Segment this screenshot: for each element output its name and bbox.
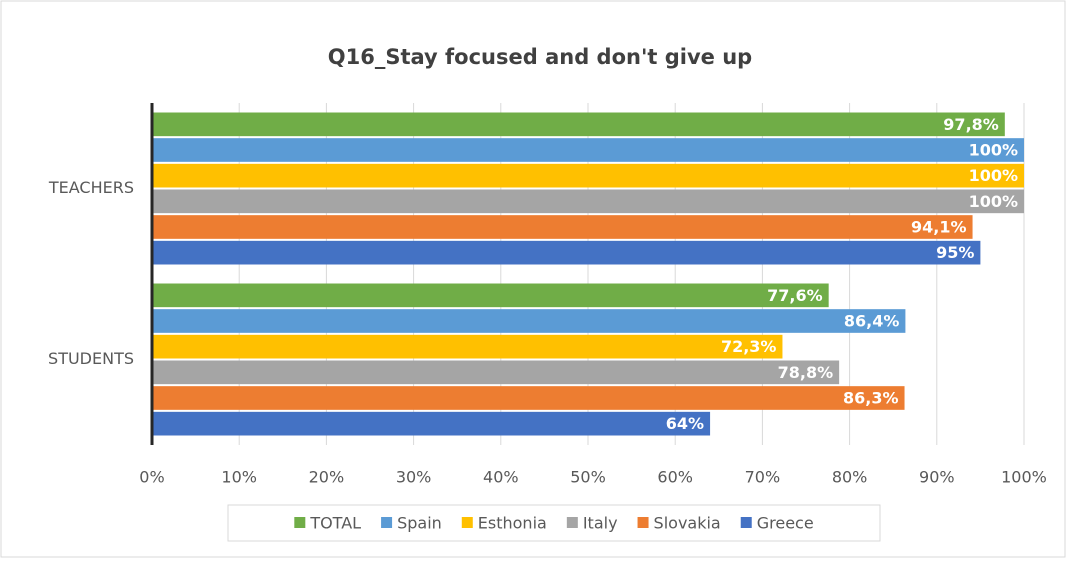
- y-tick-label: TEACHERS: [48, 178, 134, 197]
- data-label: 100%: [969, 166, 1018, 185]
- x-tick-label: 80%: [832, 468, 868, 487]
- x-tick-label: 90%: [919, 468, 955, 487]
- bar: [152, 240, 981, 265]
- legend-swatch: [637, 517, 649, 528]
- x-tick-label: 0%: [139, 468, 164, 487]
- data-label: 94,1%: [911, 218, 967, 237]
- bar: [152, 163, 1024, 188]
- data-label: 72,3%: [721, 337, 777, 356]
- data-label: 78,8%: [778, 363, 834, 382]
- x-tick-label: 60%: [657, 468, 693, 487]
- bar: [152, 283, 829, 308]
- x-tick-label: 40%: [483, 468, 519, 487]
- legend-swatch: [294, 517, 306, 528]
- bar: [152, 334, 783, 359]
- data-label: 86,3%: [843, 389, 899, 408]
- legend-swatch: [566, 517, 578, 528]
- legend-swatch: [381, 517, 393, 528]
- data-label: 86,4%: [844, 312, 900, 331]
- x-tick-label: 70%: [745, 468, 781, 487]
- x-tick-label: 50%: [570, 468, 606, 487]
- bar: [152, 386, 905, 410]
- bar: [152, 309, 906, 333]
- chart-title: Q16_Stay focused and don't give up: [328, 45, 752, 69]
- data-label: 100%: [969, 192, 1018, 211]
- data-label: 97,8%: [943, 115, 999, 134]
- data-label: 100%: [969, 141, 1018, 160]
- x-tick-label: 10%: [221, 468, 257, 487]
- bar: [152, 112, 1005, 137]
- bar: [152, 411, 711, 436]
- x-tick-label: 100%: [1001, 468, 1047, 487]
- legend-label: Greece: [757, 514, 814, 533]
- bar: [152, 360, 840, 385]
- legend-label: Slovakia: [654, 514, 721, 533]
- x-tick-label: 20%: [309, 468, 345, 487]
- legend-label: Esthonia: [478, 514, 547, 533]
- bar: [152, 215, 973, 239]
- data-label: 64%: [666, 414, 704, 433]
- data-label: 77,6%: [767, 286, 823, 305]
- legend-label: Italy: [583, 514, 618, 533]
- data-label: 95%: [936, 243, 974, 262]
- x-tick-label: 30%: [396, 468, 432, 487]
- legend-swatch: [461, 517, 473, 528]
- legend-label: TOTAL: [309, 514, 361, 533]
- bar: [152, 189, 1024, 214]
- legend-swatch: [740, 517, 752, 528]
- y-tick-label: STUDENTS: [48, 349, 134, 368]
- legend-label: Spain: [397, 514, 442, 533]
- bar: [152, 138, 1024, 162]
- legend-box: [227, 504, 881, 542]
